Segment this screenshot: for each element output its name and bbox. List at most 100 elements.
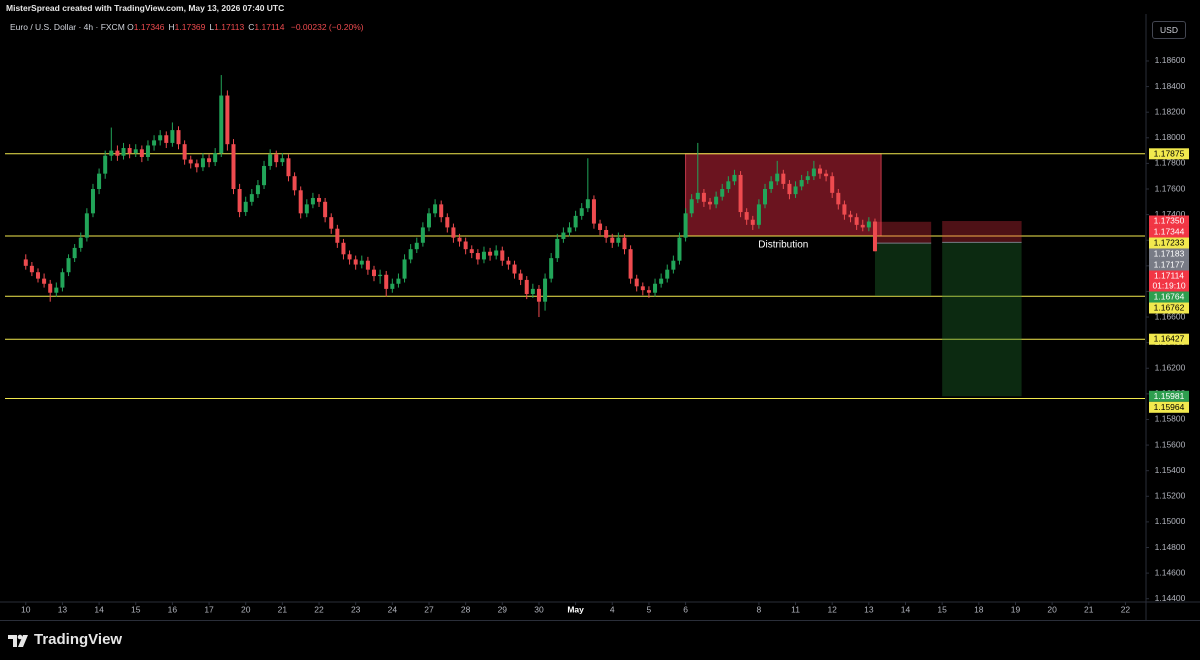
candle-body [359,260,364,265]
candle-body [310,197,315,205]
price-label: 1.16427 [1154,334,1185,344]
candle-body [390,283,395,289]
x-tick-label: 11 [791,604,800,614]
candle-body [793,186,798,195]
x-tick-label: 21 [278,604,288,614]
candle-body [671,260,676,270]
candle-body [530,288,535,294]
candle-body [622,237,627,250]
price-label-bg [1149,248,1189,260]
price-label-bg [1149,390,1189,402]
price-label: 1.17344 [1154,227,1185,237]
target-zone [942,242,1022,397]
candle-body [524,279,529,294]
candle-body [286,158,291,177]
candle-body [353,259,358,265]
candle-body [152,140,157,146]
candle-body [781,173,786,184]
x-tick-label: 8 [757,604,762,614]
candle-body [854,217,859,225]
x-tick-label: 28 [461,604,471,614]
price-label-bg [1149,401,1189,413]
candle-body [573,215,578,228]
target-zone [874,243,932,297]
candle-body [145,145,150,157]
y-tick-label: 1.15200 [1155,491,1186,501]
candle-body [164,135,169,143]
currency-button[interactable]: USD [1152,21,1186,39]
candle-body [170,130,175,143]
x-tick-label: 20 [241,604,251,614]
candle-body [872,221,877,252]
candle-body [292,176,297,191]
y-tick-label: 1.14800 [1155,542,1186,552]
stop-zone [942,221,1022,243]
price-label: 1.17114 [1154,271,1184,281]
candle-body [842,204,847,215]
price-label-bg [1149,302,1189,314]
price-label-bg [1149,148,1189,160]
price-label-bg [1149,259,1189,271]
candle-body [817,168,822,174]
candle-body [237,189,242,213]
candle-body [121,148,126,156]
candle-body [262,165,267,186]
candle-body [78,237,83,248]
candle-body [451,227,456,238]
ohlc-value: 1.17113 [214,22,245,32]
zone-label: Distribution [758,240,808,251]
candle-body [426,213,431,228]
ohlc-value: 1.17114 [254,22,285,32]
x-tick-label: 20 [1047,604,1057,614]
candle-body [200,158,205,168]
price-label: 1.16764 [1154,292,1185,302]
candle-body [775,173,780,182]
candle-body [732,174,737,182]
candle-body [604,229,609,238]
candle-body [231,144,236,190]
y-tick-label: 1.15600 [1155,439,1186,449]
x-tick-label: 14 [901,604,911,614]
candle-body [738,174,743,213]
candle-body [414,242,419,250]
x-tick-label: 24 [388,604,398,614]
candle-body [90,189,95,214]
price-label-bg [1149,333,1189,345]
candle-body [720,189,725,197]
candle-body [518,273,523,280]
countdown: 01:19:10 [1152,280,1185,290]
candle-body [481,251,486,260]
candle-body [341,242,346,255]
candle-body [579,208,584,216]
y-tick-label: 1.17800 [1155,158,1186,168]
distribution-zone [685,153,882,237]
candle-body [139,149,144,157]
candle-body [48,283,53,293]
x-tick-label: 6 [683,604,688,614]
candle-body [756,204,761,225]
candle-body [659,278,664,284]
price-label: 1.17183 [1154,249,1185,259]
y-tick-label: 1.17400 [1155,209,1186,219]
candle-body [830,176,835,193]
candle-body [763,189,767,205]
x-tick-label: 30 [534,604,544,614]
price-label: 1.17875 [1154,148,1185,158]
x-tick-label: 22 [1121,604,1131,614]
candle-body [787,183,792,195]
candle-body [536,288,541,302]
candle-body [714,196,719,205]
candle-body [591,199,596,224]
candle-body [646,290,651,293]
candle-body [66,258,71,273]
candle-body [848,214,853,218]
candle-body [665,269,670,279]
candle-body [42,278,47,284]
candle-body [750,219,755,225]
y-tick-label: 1.18200 [1155,106,1186,116]
x-tick-label: 29 [498,604,508,614]
candle-body [860,224,865,228]
candle-body [72,247,77,259]
price-label-bg [1149,215,1189,227]
